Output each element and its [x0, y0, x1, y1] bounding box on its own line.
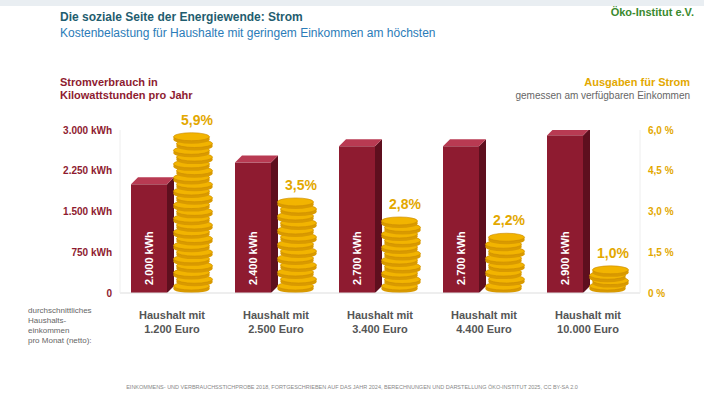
svg-text:3,0 %: 3,0 %	[648, 206, 674, 217]
svg-text:2.700 kWh: 2.700 kWh	[455, 231, 467, 285]
svg-text:2.900 kWh: 2.900 kWh	[559, 231, 571, 285]
svg-text:1,5 %: 1,5 %	[648, 247, 674, 258]
html-text:Die soziale Seite der Energiew: Die soziale Seite der Energiewende: Stro…	[60, 10, 303, 24]
svg-text:Haushalt mit10.000 Euro: Haushalt mit10.000 Euro	[555, 309, 621, 335]
svg-text:0: 0	[106, 288, 112, 299]
svg-text:1,0%: 1,0%	[597, 245, 629, 261]
svg-text:2.700 kWh: 2.700 kWh	[351, 231, 363, 285]
html-text:pro Monat (netto):: pro Monat (netto):	[28, 336, 92, 345]
svg-text:2.400 kWh: 2.400 kWh	[247, 231, 259, 285]
svg-text:4,5 %: 4,5 %	[648, 165, 674, 176]
html-text:Ausgaben für Strom: Ausgaben für Strom	[584, 76, 690, 88]
html-text:Stromverbrauch in Kilowattstun: Stromverbrauch in Kilowattstunden pro Ja…	[60, 76, 193, 101]
html-text:durchschnittliches: durchschnittliches	[28, 306, 92, 315]
svg-text:750 kWh: 750 kWh	[71, 247, 112, 258]
svg-text:2,8%: 2,8%	[389, 196, 421, 212]
svg-text:0 %: 0 %	[648, 288, 665, 299]
svg-text:Haushalt mit1.200 Euro: Haushalt mit1.200 Euro	[139, 309, 205, 335]
svg-text:Haushalt mit2.500 Euro: Haushalt mit2.500 Euro	[243, 309, 309, 335]
svg-text:1.500 kWh: 1.500 kWh	[63, 206, 112, 217]
html-text:einkommen: einkommen	[28, 326, 70, 335]
svg-text:Haushalt mit3.400 Euro: Haushalt mit3.400 Euro	[347, 309, 413, 335]
html-text:Haushalts-: Haushalts-	[28, 316, 67, 325]
svg-text:3,5%: 3,5%	[285, 177, 317, 193]
html-text:Öko-Institut e.V.: Öko-Institut e.V.	[610, 6, 694, 18]
svg-text:2.250 kWh: 2.250 kWh	[63, 165, 112, 176]
svg-text:5,9%: 5,9%	[181, 112, 213, 128]
svg-text:3.000 kWh: 3.000 kWh	[63, 125, 112, 136]
html-text:Kostenbelastung für Haushalte: Kostenbelastung für Haushalte mit gering…	[60, 26, 436, 40]
svg-text:Haushalt mit4.400 Euro: Haushalt mit4.400 Euro	[451, 309, 517, 335]
svg-text:2,2%: 2,2%	[493, 212, 525, 228]
html-text:EINKOMMENS- UND VERBRAUCHSSTIC: EINKOMMENS- UND VERBRAUCHSSTICHPROBE 201…	[126, 384, 578, 390]
html-text:gemessen am verfügbaren Einkom: gemessen am verfügbaren Einkommen	[515, 90, 690, 101]
svg-text:6,0 %: 6,0 %	[648, 125, 674, 136]
svg-text:2.000 kWh: 2.000 kWh	[143, 231, 155, 285]
